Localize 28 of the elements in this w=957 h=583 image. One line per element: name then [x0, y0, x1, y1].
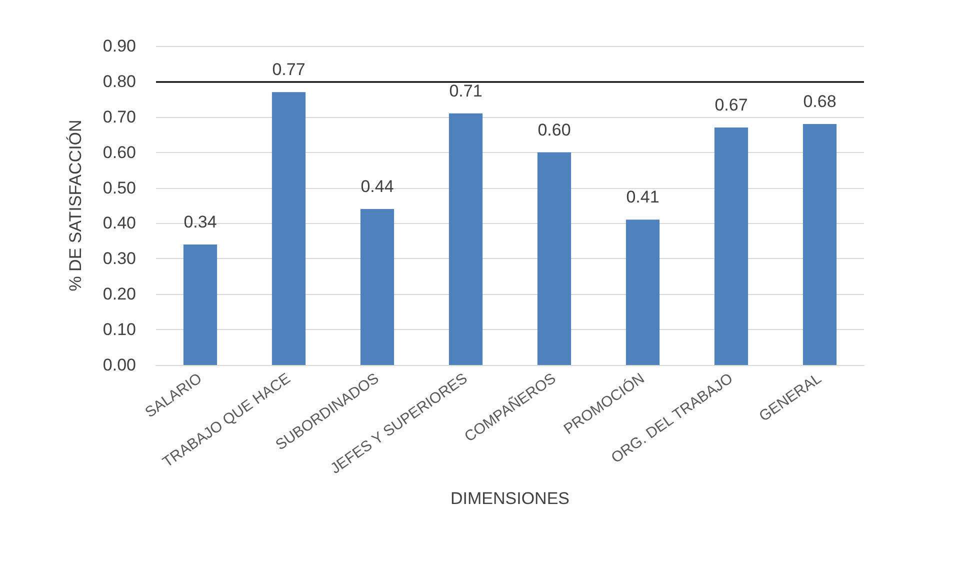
y-tick-label: 0.30: [102, 249, 136, 268]
y-tick-label: 0.80: [102, 72, 136, 91]
bar: [360, 209, 394, 365]
y-tick-label: 0.00: [102, 356, 136, 374]
y-tick-label: 0.10: [102, 320, 136, 340]
bar: [448, 113, 483, 365]
bar: [537, 152, 572, 365]
bar: [626, 220, 660, 365]
bar: [183, 244, 218, 365]
bar: [714, 128, 748, 365]
y-tick-label: 0.40: [102, 214, 136, 233]
y-tick-label: 0.50: [102, 178, 136, 198]
y-tick-label: 0.90: [102, 36, 136, 56]
bar: [272, 92, 306, 365]
data-label: 0.67: [714, 96, 748, 115]
y-axis-title: % DE SATISFACCIÓN: [66, 120, 85, 292]
y-tick-label: 0.60: [102, 142, 136, 162]
data-label: 0.60: [538, 120, 571, 140]
y-tick-label: 0.20: [102, 284, 136, 304]
data-label: 0.68: [803, 92, 836, 111]
y-tick-label: 0.70: [102, 107, 136, 126]
data-label: 0.77: [272, 60, 306, 80]
x-axis-title: DIMENSIONES: [450, 489, 570, 508]
data-label: 0.71: [449, 81, 482, 100]
data-label: 0.44: [360, 177, 394, 196]
bar: [802, 124, 837, 365]
data-label: 0.34: [184, 212, 217, 232]
data-label: 0.41: [626, 188, 660, 207]
